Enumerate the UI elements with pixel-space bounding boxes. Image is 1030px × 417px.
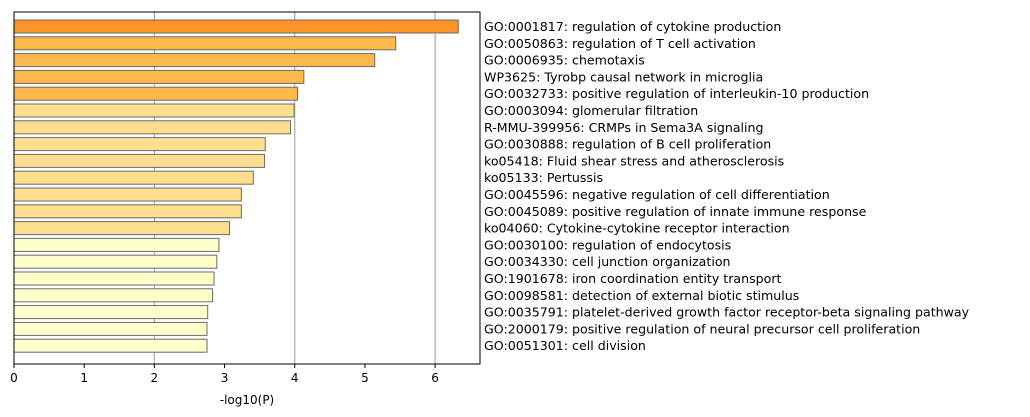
category-label: GO:0098581: detection of external biotic…	[484, 288, 799, 303]
x-axis-label: -log10(P)	[220, 393, 275, 407]
bar	[13, 221, 230, 236]
category-label: GO:0003094: glomerular filtration	[484, 103, 698, 118]
bar	[13, 19, 459, 34]
x-tick-label: 2	[151, 371, 159, 385]
bar	[13, 254, 218, 269]
bar	[13, 36, 397, 51]
bar	[13, 237, 220, 252]
plot-frame	[13, 11, 481, 365]
category-label: GO:0051301: cell division	[484, 338, 646, 353]
category-label: GO:0045089: positive regulation of innat…	[484, 204, 867, 219]
category-label: ko05133: Pertussis	[484, 170, 603, 185]
category-label: GO:0050863: regulation of T cell activat…	[484, 36, 756, 51]
bar	[13, 103, 295, 118]
bar	[13, 69, 305, 84]
x-tick-label: 4	[291, 371, 299, 385]
x-tick-label: 6	[431, 371, 439, 385]
category-label: ko04060: Cytokine-cytokine receptor inte…	[484, 221, 790, 236]
bar	[13, 170, 254, 185]
bar	[13, 120, 292, 135]
bar	[13, 86, 299, 101]
bar	[13, 187, 242, 202]
category-label: GO:0006935: chemotaxis	[484, 53, 645, 68]
x-tick-label: 5	[361, 371, 369, 385]
bar	[13, 137, 266, 152]
category-label: GO:2000179: positive regulation of neura…	[484, 321, 920, 336]
x-tick-label: 1	[80, 371, 88, 385]
bar	[13, 153, 266, 168]
bar	[13, 271, 215, 286]
category-label: GO:0045596: negative regulation of cell …	[484, 187, 830, 202]
bar	[13, 204, 242, 219]
x-tick-label: 0	[10, 371, 18, 385]
category-label: GO:0030100: regulation of endocytosis	[484, 237, 731, 252]
x-tick-label: 3	[221, 371, 229, 385]
category-label: GO:1901678: iron coordination entity tra…	[484, 271, 782, 286]
category-label: GO:0001817: regulation of cytokine produ…	[484, 19, 781, 34]
bar	[13, 53, 376, 68]
category-label: WP3625: Tyrobp causal network in microgl…	[484, 69, 763, 84]
category-label: ko05418: Fluid shear stress and atherosc…	[484, 153, 784, 168]
category-label: GO:0035791: platelet-derived growth fact…	[484, 305, 970, 320]
bar	[13, 321, 208, 336]
category-label: GO:0034330: cell junction organization	[484, 254, 731, 269]
bar	[13, 338, 208, 353]
bars	[13, 19, 459, 353]
bar	[13, 288, 214, 303]
x-axis-ticks: 0 1 2 3 4 5 6	[10, 364, 439, 385]
category-label: GO:0032733: positive regulation of inter…	[484, 86, 869, 101]
category-labels: GO:0001817: regulation of cytokine produ…	[484, 19, 970, 353]
bar	[13, 305, 209, 320]
category-label: R-MMU-399956: CRMPs in Sema3A signaling	[484, 120, 764, 135]
category-label: GO:0030888: regulation of B cell prolife…	[484, 137, 771, 152]
